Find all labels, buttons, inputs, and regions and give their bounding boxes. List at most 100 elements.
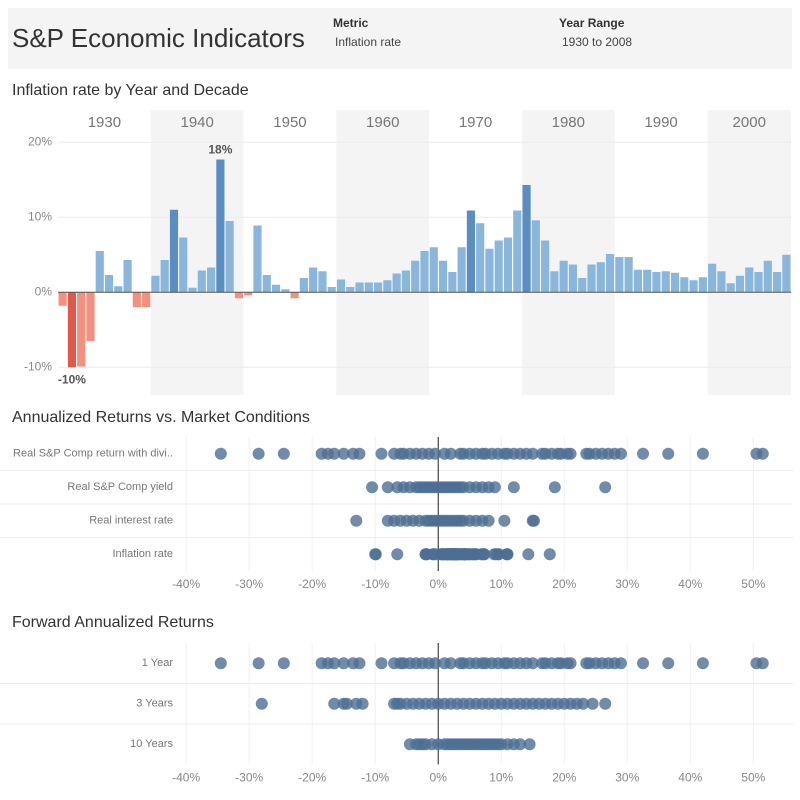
dot xyxy=(586,697,599,710)
dot xyxy=(214,447,227,460)
dot xyxy=(444,657,457,670)
bar xyxy=(568,264,578,293)
dot xyxy=(391,548,404,561)
dot xyxy=(337,657,350,670)
decade-band xyxy=(707,110,791,395)
bar xyxy=(179,237,188,293)
dot xyxy=(252,657,265,670)
bar xyxy=(207,267,216,293)
bar xyxy=(559,260,568,293)
row-label: 1 Year xyxy=(142,657,174,669)
dot xyxy=(337,447,350,460)
bar xyxy=(309,267,318,293)
bar xyxy=(114,286,123,293)
dashboard-title: S&P Economic Indicators xyxy=(12,23,305,53)
bar xyxy=(476,223,485,293)
bar xyxy=(726,283,735,293)
dot xyxy=(375,447,388,460)
bar xyxy=(142,292,151,308)
bar xyxy=(652,272,661,293)
bar xyxy=(745,267,754,293)
dot xyxy=(577,697,590,710)
bar xyxy=(531,220,540,293)
dot xyxy=(475,548,488,561)
bar xyxy=(67,292,77,368)
bar xyxy=(513,210,522,293)
x-tick-label: -10% xyxy=(361,577,389,591)
dot xyxy=(543,548,556,561)
x-tick-label: 20% xyxy=(552,771,576,785)
dot xyxy=(662,447,675,460)
x-tick-label: 10% xyxy=(489,577,513,591)
dot xyxy=(340,697,353,710)
bar xyxy=(605,254,615,293)
bar xyxy=(763,260,772,293)
x-tick-label: -10% xyxy=(361,771,389,785)
dot xyxy=(492,548,505,561)
dot xyxy=(528,514,541,527)
dot xyxy=(255,697,268,710)
dot xyxy=(463,548,476,561)
dot xyxy=(350,514,363,527)
bar xyxy=(355,282,364,293)
bar xyxy=(58,292,67,306)
header-background xyxy=(8,8,792,69)
dot xyxy=(637,657,650,670)
bar xyxy=(401,270,411,293)
dot xyxy=(328,697,341,710)
y-tick-label: 0% xyxy=(35,284,53,298)
filter-label: Year Range xyxy=(559,16,625,30)
decade-label: 1980 xyxy=(552,114,585,131)
filter-value[interactable]: Inflation rate xyxy=(335,35,401,49)
bar xyxy=(596,262,605,293)
bar xyxy=(689,280,698,293)
row-label: Real interest rate xyxy=(89,515,173,527)
dot xyxy=(381,481,394,494)
bar xyxy=(123,260,132,293)
dot xyxy=(526,657,539,670)
bar xyxy=(772,272,782,293)
decade-label: 1990 xyxy=(644,114,677,131)
chart-title: Annualized Returns vs. Market Conditions xyxy=(12,409,310,426)
bar xyxy=(680,277,689,293)
bar xyxy=(494,240,503,293)
bar xyxy=(197,270,206,293)
dot xyxy=(353,447,366,460)
dot xyxy=(614,447,627,460)
dot xyxy=(488,481,501,494)
bar xyxy=(522,185,531,293)
bar xyxy=(392,273,401,293)
filter-value[interactable]: 1930 to 2008 xyxy=(562,35,632,49)
dot xyxy=(498,514,511,527)
bar xyxy=(95,251,104,293)
bar xyxy=(225,221,234,293)
x-tick-label: 0% xyxy=(430,577,448,591)
decade-label: 1970 xyxy=(459,114,492,131)
bar xyxy=(457,247,466,293)
row-label: 10 Years xyxy=(130,738,173,750)
value-label: -10% xyxy=(58,372,86,386)
bar xyxy=(615,257,624,293)
dot xyxy=(277,657,290,670)
bar xyxy=(346,287,355,293)
bar xyxy=(299,278,308,293)
bar xyxy=(550,271,559,293)
bar xyxy=(466,210,475,293)
bar xyxy=(578,278,587,293)
bar xyxy=(86,292,95,341)
bar xyxy=(104,275,114,293)
dot xyxy=(614,657,627,670)
dot xyxy=(548,481,561,494)
x-tick-label: -30% xyxy=(235,771,263,785)
bar xyxy=(216,159,225,293)
bar xyxy=(374,282,383,293)
x-tick-label: 30% xyxy=(615,771,639,785)
dot xyxy=(449,548,462,561)
dot xyxy=(507,481,520,494)
x-tick-label: 40% xyxy=(678,771,702,785)
dot xyxy=(429,447,442,460)
bar xyxy=(754,272,763,293)
bar xyxy=(77,292,86,367)
dot xyxy=(429,657,442,670)
